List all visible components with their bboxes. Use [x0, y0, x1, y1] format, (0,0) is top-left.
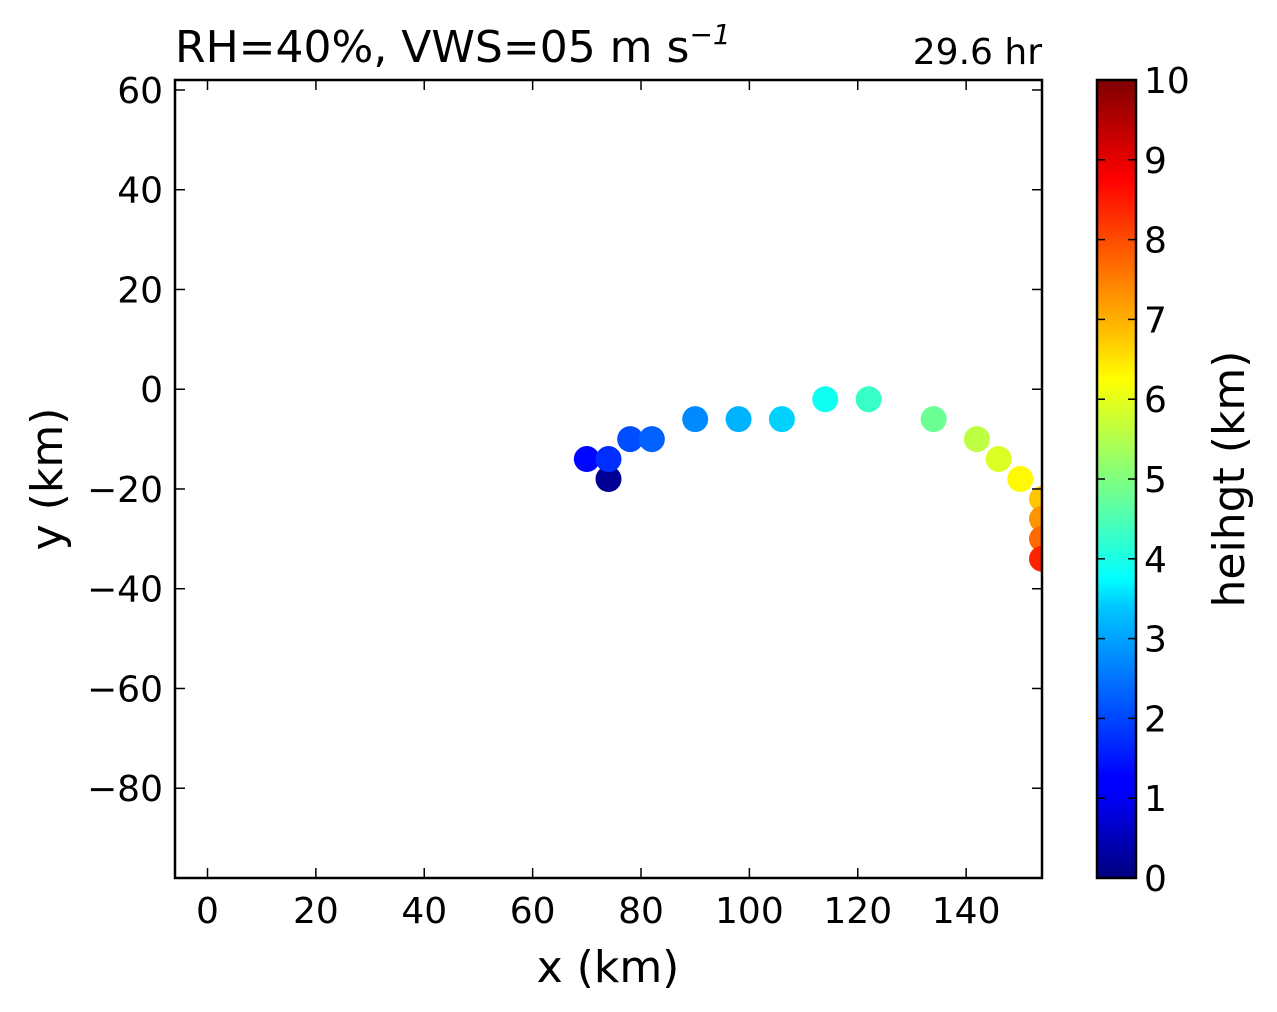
y-tick-label: 0	[140, 370, 163, 411]
y-tick-label: 60	[117, 71, 163, 112]
data-point	[963, 426, 990, 453]
plot-frame	[173, 78, 1044, 880]
colorbar-tick-label: 0	[1144, 859, 1167, 900]
data-point	[638, 426, 665, 453]
data-point	[985, 446, 1012, 473]
x-axis-ticks: 0 20 40 60 80 100 120 140	[196, 80, 1000, 932]
data-point	[682, 406, 709, 433]
y-axis-ticks: 60 40 20 0 −20 −40 −60 −80	[87, 71, 1042, 810]
x-tick-label: 100	[715, 891, 784, 932]
colorbar-tick-label: 5	[1144, 460, 1167, 501]
data-point	[1029, 545, 1042, 572]
data-point	[920, 406, 947, 433]
x-tick-label: 80	[618, 891, 664, 932]
chart-title-superscript: −1	[689, 18, 730, 51]
data-point	[595, 466, 622, 492]
data-point	[725, 406, 752, 433]
data-point	[573, 446, 600, 473]
colorbar-tick-label: 2	[1144, 699, 1167, 740]
colorbar-tick-label: 4	[1144, 540, 1167, 581]
data-point	[1007, 466, 1034, 492]
chart-title: RH=40%, VWS=05 m s−1	[175, 18, 731, 73]
colorbar-tick-label: 10	[1144, 61, 1190, 102]
x-tick-label: 120	[823, 891, 892, 932]
x-tick-label: 0	[196, 891, 219, 932]
x-tick-label: 60	[510, 891, 556, 932]
data-point	[1029, 525, 1042, 552]
data-point	[855, 386, 882, 413]
y-axis-label: y (km)	[22, 408, 73, 551]
colorbar-tick-label: 6	[1144, 380, 1167, 421]
x-axis-label: x (km)	[537, 942, 680, 993]
colorbar-tick-label: 1	[1144, 779, 1167, 820]
x-tick-label: 40	[401, 891, 447, 932]
colorbar-ticks: 0 1 2 3 4 5 6 7 8 9 10	[1097, 61, 1190, 900]
data-point	[1029, 505, 1042, 532]
data-point	[595, 446, 622, 473]
colorbar-tick-label: 9	[1144, 141, 1167, 182]
data-point	[617, 426, 644, 453]
y-tick-label: −40	[87, 570, 163, 611]
time-label: 29.6 hr	[913, 32, 1042, 73]
y-tick-label: 20	[117, 270, 163, 311]
data-point	[812, 386, 839, 413]
colorbar-label: heihgt (km)	[1204, 351, 1255, 608]
x-tick-label: 140	[932, 891, 1001, 932]
y-tick-label: −20	[87, 470, 163, 511]
colorbar-tick-label: 8	[1144, 221, 1167, 262]
x-tick-label: 20	[293, 891, 339, 932]
y-tick-label: −80	[87, 769, 163, 810]
y-tick-label: −60	[87, 669, 163, 710]
colorbar-tick-label: 7	[1144, 300, 1167, 341]
y-tick-label: 40	[117, 171, 163, 212]
data-point	[768, 406, 795, 433]
data-points	[573, 386, 1042, 572]
colorbar-tick-label: 3	[1144, 620, 1167, 661]
data-point	[1029, 485, 1042, 512]
